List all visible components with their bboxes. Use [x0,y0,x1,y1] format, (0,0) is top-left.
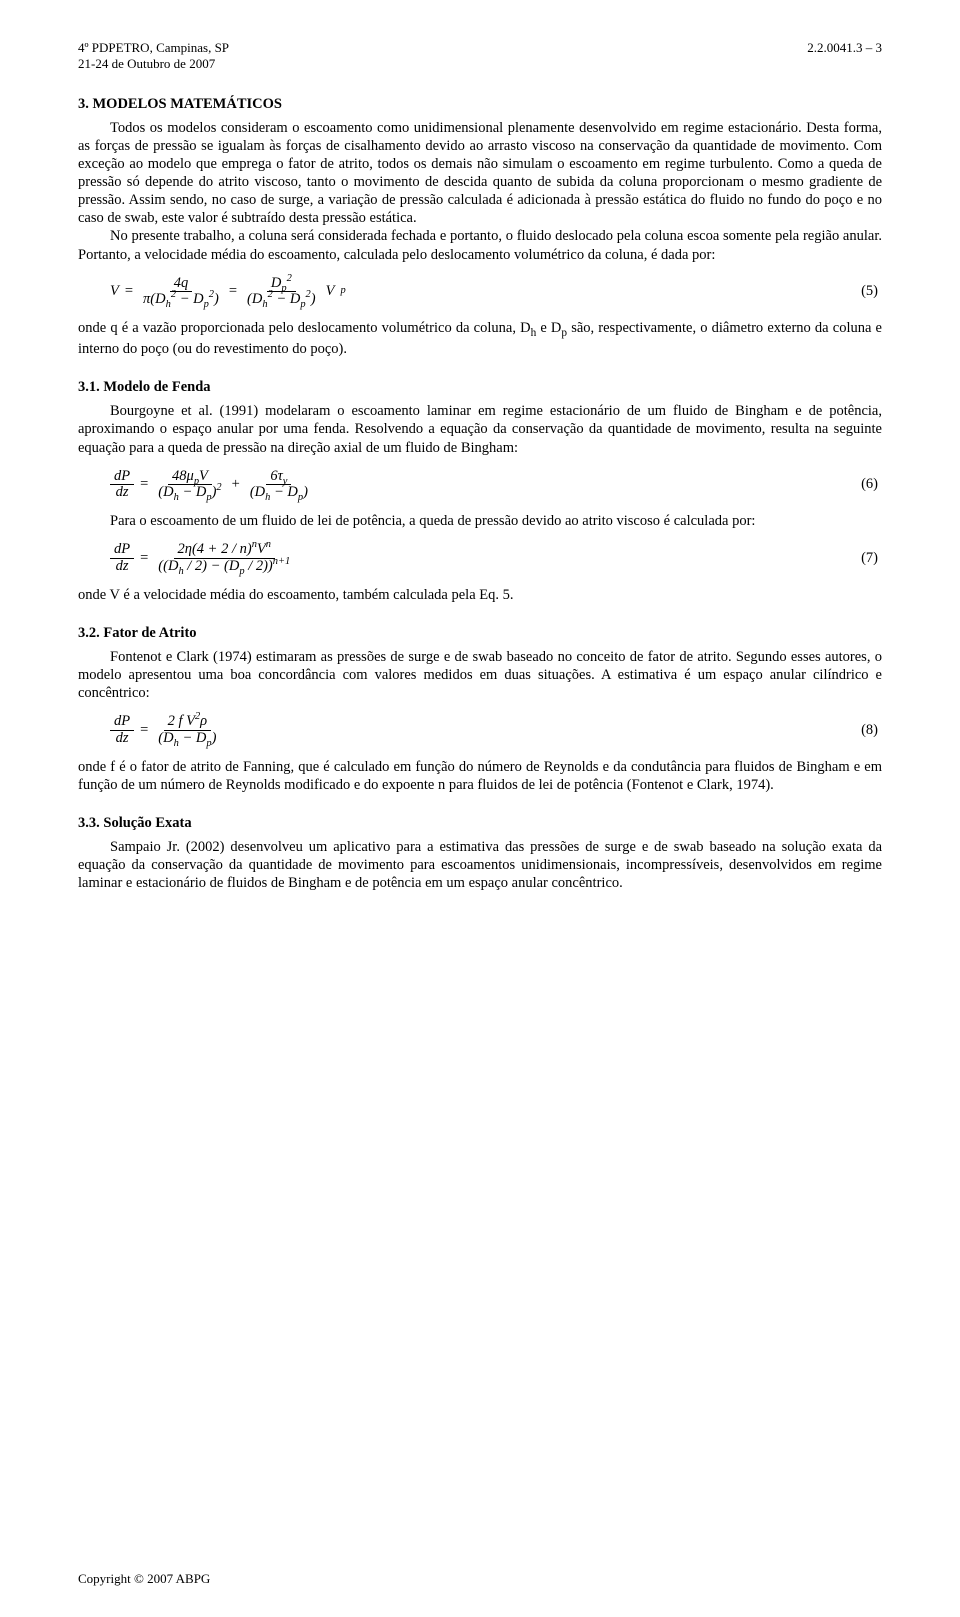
equals-sign-4: = [140,549,148,567]
eq7-den-pre: ((D [158,558,178,574]
eq5-f1-den-pre: π(D [143,291,166,307]
equals-sign: = [125,282,133,300]
equation-6-body: dP dz = 48μpV (Dh − Dp)2 + 6τy (Dh − Dp) [110,469,312,500]
sub-h2: h [262,299,267,310]
eq6-t1-num-pre: 48μ [172,468,194,484]
sup-2f: 2 [216,482,221,493]
eq7-lhs-den: dz [112,559,133,574]
eq5-lhs: V [110,282,119,300]
section-3-1-title: 3.1. Modelo de Fenda [78,378,882,396]
eq5-f2-den-post: ) [311,291,316,307]
section-3-3-para-1: Sampaio Jr. (2002) desenvolveu um aplica… [78,838,882,892]
equation-8-number: (8) [861,721,882,739]
equation-6-number: (6) [861,475,882,493]
eq5-frac2-den: (Dh2 − Dp2) [243,292,320,307]
eq7-lhs-num: dP [110,542,134,558]
eq6-t2-num-pre: 6τ [270,468,282,484]
eq8-lhs: dP dz [110,714,134,745]
eq8-lhs-num: dP [110,714,134,730]
eq5-f1-den-mid: − D [176,291,204,307]
eq6-t1-num: 48μpV [168,469,212,485]
eq8-den-pre: (D [158,730,173,746]
equation-5-number: (5) [861,282,882,300]
section-3-2-title: 3.2. Fator de Atrito [78,624,882,642]
eq8-num: 2 f V2ρ [164,714,212,730]
section-3-para-2: No presente trabalho, a coluna será cons… [78,227,882,263]
plus-sign: + [232,475,240,493]
p3a: onde q é a vazão proporcionada pelo desl… [78,320,531,336]
eq5-f2-den-mid: − D [273,291,301,307]
eq6-t1-num-mid: V [199,468,208,484]
eq7-den-post: / 2)) [245,558,273,574]
section-3-1-para-1: Bourgoyne et al. (1991) modelaram o esco… [78,402,882,456]
eq6-lhs-num: dP [110,469,134,485]
page: 4º PDPETRO, Campinas, SP 21-24 de Outubr… [0,0,960,1617]
equation-8-body: dP dz = 2 f V2ρ (Dh − Dp) [110,714,220,745]
page-header: 4º PDPETRO, Campinas, SP 21-24 de Outubr… [78,40,882,73]
eq7-num-sup2: n [266,539,271,550]
eq8-num-post: ρ [200,713,207,729]
eq8-den: (Dh − Dp) [154,731,220,746]
section-3-2-para-2: onde f é o fator de atrito de Fanning, q… [78,758,882,794]
eq7-num: 2η(4 + 2 / n)nVn [174,542,275,558]
equals-sign-2: = [229,282,237,300]
equation-7-body: dP dz = 2η(4 + 2 / n)nVn ((Dh / 2) − (Dp… [110,542,294,573]
eq6-t2-den-pre: (D [250,484,265,500]
eq6-t1-den-pre: (D [158,484,173,500]
equals-sign-3: = [140,475,148,493]
eq5-tail: V [326,282,335,300]
section-3-2-para-1: Fontenot e Clark (1974) estimaram as pre… [78,648,882,702]
eq8-den-mid: − D [179,730,207,746]
equation-7-number: (7) [861,549,882,567]
equation-7: dP dz = 2η(4 + 2 / n)nVn ((Dh / 2) − (Dp… [110,542,882,573]
eq6-t2-den-post: ) [303,484,308,500]
eq7-lhs: dP dz [110,542,134,573]
eq7-num-pre: 2η(4 + 2 / n) [178,541,252,557]
section-3-1-para-2: Para o escoamento de um fluido de lei de… [78,512,882,530]
eq5-frac1: 4q π(Dh2 − Dp2) [139,276,223,307]
sup-2c: 2 [287,273,292,284]
eq6-t2-den-mid: − D [270,484,298,500]
eq5-frac2: Dp2 (Dh2 − Dp2) [243,276,320,307]
eq7-den: ((Dh / 2) − (Dp / 2))n+1 [154,559,294,574]
eq7-den-mid: / 2) − (D [184,558,240,574]
equals-sign-5: = [140,721,148,739]
sub-p3: p [300,299,305,310]
section-3-para-1: Todos os modelos consideram o escoamento… [78,119,882,228]
eq6-term2: 6τy (Dh − Dp) [246,469,312,500]
equation-5: V = 4q π(Dh2 − Dp2) = Dp2 (Dh2 − Dp2) Vp… [110,276,882,307]
equation-6: dP dz = 48μpV (Dh − Dp)2 + 6τy (Dh − Dp) [110,469,882,500]
eq5-frac1-den: π(Dh2 − Dp2) [139,292,223,307]
equation-5-body: V = 4q π(Dh2 − Dp2) = Dp2 (Dh2 − Dp2) Vp [110,276,346,307]
p3b: e D [536,320,561,336]
eq7-den-sup: n+1 [273,556,290,567]
header-right: 2.2.0041.3 – 3 [807,40,882,73]
eq6-t2-den: (Dh − Dp) [246,485,312,500]
sub-p: p [204,299,209,310]
eq6-lhs-den: dz [112,485,133,500]
header-dates: 21-24 de Outubro de 2007 [78,56,229,72]
section-3-para-3: onde q é a vazão proporcionada pelo desl… [78,319,882,358]
section-3-title: 3. MODELOS MATEMÁTICOS [78,95,882,113]
section-3-1-para-3: onde V é a velocidade média do escoament… [78,586,882,604]
eq5-f2-den-pre: (D [247,291,262,307]
sub-h: h [166,299,171,310]
eq6-t1-den-mid: − D [179,484,207,500]
eq8-rhs: 2 f V2ρ (Dh − Dp) [154,714,220,745]
eq8-num-pre: 2 f V [168,713,195,729]
eq8-den-post: ) [212,730,217,746]
eq6-t2-num: 6τy [266,469,291,485]
header-conference: 4º PDPETRO, Campinas, SP [78,40,229,56]
eq7-num-mid: V [257,541,266,557]
page-footer: Copyright © 2007 ABPG [78,1571,210,1587]
header-left: 4º PDPETRO, Campinas, SP 21-24 de Outubr… [78,40,229,73]
section-3-3-title: 3.3. Solução Exata [78,814,882,832]
eq5-f1-den-post: ) [214,291,219,307]
eq6-t1-den: (Dh − Dp)2 [154,485,225,500]
eq7-rhs: 2η(4 + 2 / n)nVn ((Dh / 2) − (Dp / 2))n+… [154,542,294,573]
eq6-term1: 48μpV (Dh − Dp)2 [154,469,225,500]
equation-8: dP dz = 2 f V2ρ (Dh − Dp) (8) [110,714,882,745]
eq8-lhs-den: dz [112,731,133,746]
eq6-lhs: dP dz [110,469,134,500]
